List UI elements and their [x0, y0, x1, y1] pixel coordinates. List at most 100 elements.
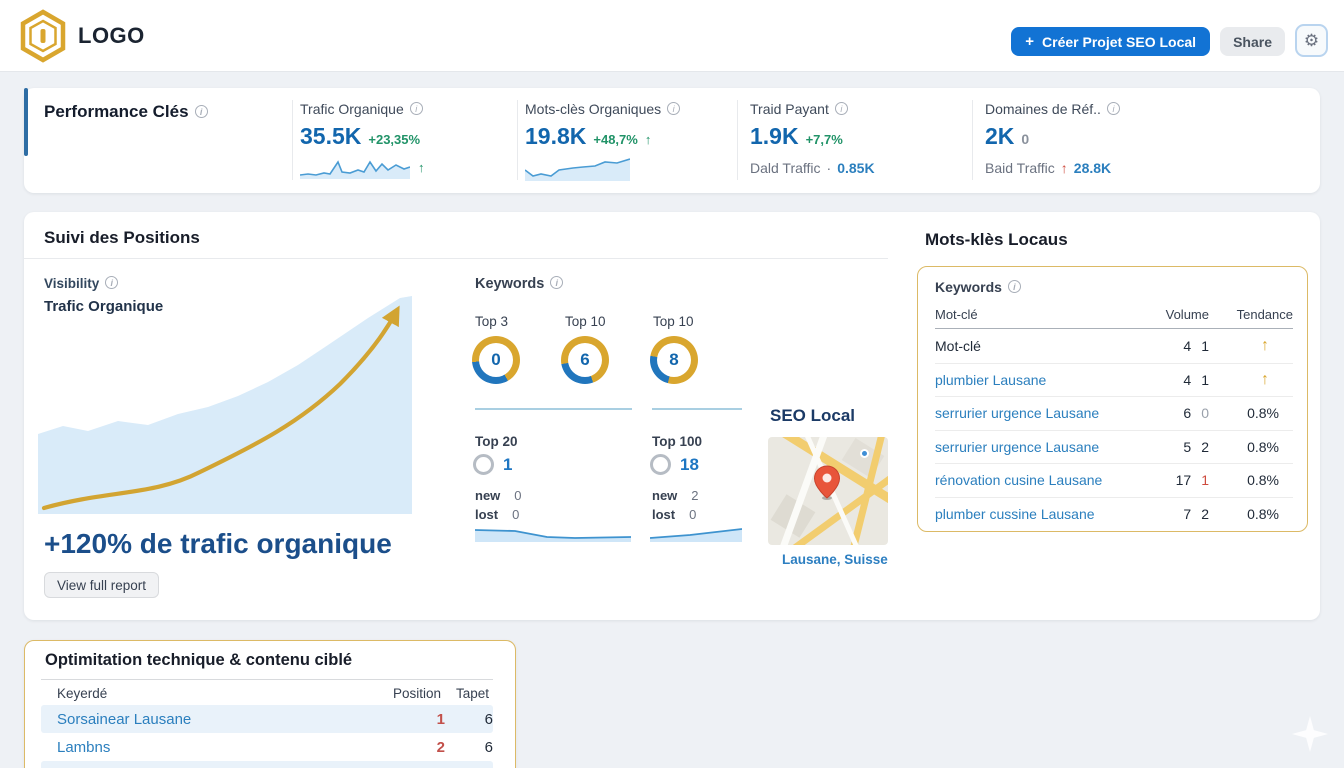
up-arrow-icon: ↑	[1060, 160, 1068, 176]
trend-up-arrow-icon: ↑	[1261, 370, 1269, 388]
divider	[737, 100, 738, 180]
stat-top100[interactable]: 18	[650, 454, 699, 475]
kpi-trafic-organique: Trafic Organique i 35.5K +23,35% ↑	[300, 101, 425, 179]
table-row[interactable]: Lambns 2 6	[57, 738, 493, 756]
seo-local-map[interactable]	[768, 437, 888, 545]
gear-icon: ⚙	[1303, 30, 1320, 50]
info-icon[interactable]: i	[1007, 280, 1021, 293]
col-tendance: Tendance	[1236, 307, 1293, 322]
visibility-chart-label: Trafic Organique	[44, 298, 164, 315]
create-project-label: Créer Projet SEO Local	[1042, 33, 1197, 50]
stat-label-top20: Top 20	[475, 434, 518, 449]
stat-lost: lost 0	[475, 507, 520, 522]
up-arrow-icon: ↑	[418, 159, 425, 175]
kpi-label: Domaines de Réf.. i	[985, 101, 1120, 117]
growth-headline: +120% de trafic organique	[44, 528, 392, 559]
create-project-button[interactable]: + Créer Projet SEO Local	[1011, 27, 1211, 56]
info-icon[interactable]: i	[667, 102, 681, 115]
table-header: Mot-clé Volume Tendance	[935, 307, 1293, 322]
donut-top3[interactable]: 0	[472, 336, 520, 384]
ring-icon	[473, 454, 494, 475]
col-motcle: Mot-clé	[935, 307, 978, 322]
divider	[475, 408, 632, 410]
logo-text: LOGO	[78, 23, 145, 48]
info-icon[interactable]: i	[1106, 102, 1120, 115]
positions-title: Suivi des Positions	[44, 228, 200, 247]
kpi-value: 19.8K	[525, 123, 587, 149]
trend-value: 0.8%	[1247, 506, 1279, 523]
visibility-growth-chart	[38, 296, 412, 514]
top20-sparkline	[475, 529, 631, 542]
kpi-delta: +7,7%	[805, 132, 843, 147]
divider	[935, 328, 1293, 329]
kpi-delta: +48,7%	[593, 132, 638, 147]
donut-label-top10: Top 10	[565, 314, 606, 329]
keywords-section-label: Keywords i	[475, 276, 564, 292]
table-row[interactable]: Mot-clé Lausane 3 6	[41, 761, 493, 768]
dot-separator: ·	[826, 160, 832, 176]
map-pin-icon	[813, 465, 841, 506]
donut-label-top10b: Top 10	[653, 314, 694, 329]
kpi-delta: 0	[1021, 131, 1030, 147]
trend-value: 0.8%	[1247, 472, 1279, 489]
table-row[interactable]: rénovation cusine Lausane 17 1 0.8%	[935, 464, 1293, 498]
table-row[interactable]: Sorsainear Lausane 1 6	[41, 705, 493, 733]
divider	[517, 100, 518, 180]
kpi-label: Mots-clès Organiques i	[525, 101, 681, 117]
stat-lost: lost 0	[652, 507, 697, 522]
map-secondary-marker-icon	[860, 449, 869, 458]
trend-value: 0.8%	[1247, 438, 1279, 455]
donut-top10b[interactable]: 8	[650, 336, 698, 384]
col-tapet: Tapet	[455, 686, 489, 701]
divider	[41, 679, 493, 680]
kpi-mots-cles-organiques: Mots-clès Organiques i 19.8K +48,7% ↑	[525, 101, 681, 181]
kpi-subvalue: Baid Traffic ↑ 28.8K	[985, 160, 1112, 176]
visibility-label: Visibility i	[44, 276, 119, 291]
kpi-card-title: Performance Clés i	[44, 102, 208, 122]
optimization-title: Optimitation technique & contenu ciblé	[45, 651, 353, 669]
stat-top20[interactable]: 1	[473, 454, 512, 475]
kpi-value: 2K	[985, 123, 1015, 149]
settings-gear-button[interactable]: ⚙	[1295, 24, 1328, 57]
info-icon[interactable]: i	[105, 276, 119, 289]
share-button[interactable]: Share	[1220, 27, 1285, 56]
info-icon[interactable]: i	[409, 102, 423, 115]
divider	[292, 100, 293, 180]
view-full-report-button[interactable]: View full report	[44, 572, 160, 598]
table-header: Keyerdé Position Tapet	[57, 686, 489, 701]
sparkle-icon	[1292, 716, 1328, 752]
info-icon[interactable]: i	[194, 105, 208, 118]
ring-icon	[650, 454, 671, 475]
kpi-label: Trafic Organique i	[300, 101, 425, 117]
kpi-summary-card: Performance Clés i Trafic Organique i 35.5…	[24, 88, 1320, 193]
kpi-label: Traid Payant i	[750, 101, 875, 117]
kpi-subvalue: Dald Traffic · 0.85K	[750, 160, 875, 176]
trend-value: 0.8%	[1247, 405, 1279, 422]
divider	[24, 258, 888, 259]
divider	[652, 408, 742, 410]
up-arrow-icon: ↑	[644, 132, 652, 147]
info-icon[interactable]: i	[834, 102, 848, 115]
divider	[972, 100, 973, 180]
keywords-sparkline	[525, 158, 630, 181]
donut-label-top3: Top 3	[475, 314, 509, 329]
donut-top10[interactable]: 6	[561, 336, 609, 384]
plus-icon: +	[1025, 33, 1035, 50]
kpi-delta: +23,35%	[368, 132, 421, 147]
traffic-sparkline	[300, 160, 410, 179]
map-location-label[interactable]: Lausane, Suisse	[782, 552, 888, 567]
info-icon[interactable]: i	[550, 276, 564, 289]
top-bar: LOGO + Créer Projet SEO Local Share ⚙	[0, 0, 1344, 72]
stat-new: new 2	[652, 488, 699, 503]
kpi-traid-payant: Traid Payant i 1.9K +7,7% Dald Traffic · …	[750, 101, 875, 176]
col-keyword: Keyerdé	[57, 686, 108, 701]
brand[interactable]: LOGO	[20, 9, 145, 63]
logo-hexagon-icon	[20, 9, 66, 63]
